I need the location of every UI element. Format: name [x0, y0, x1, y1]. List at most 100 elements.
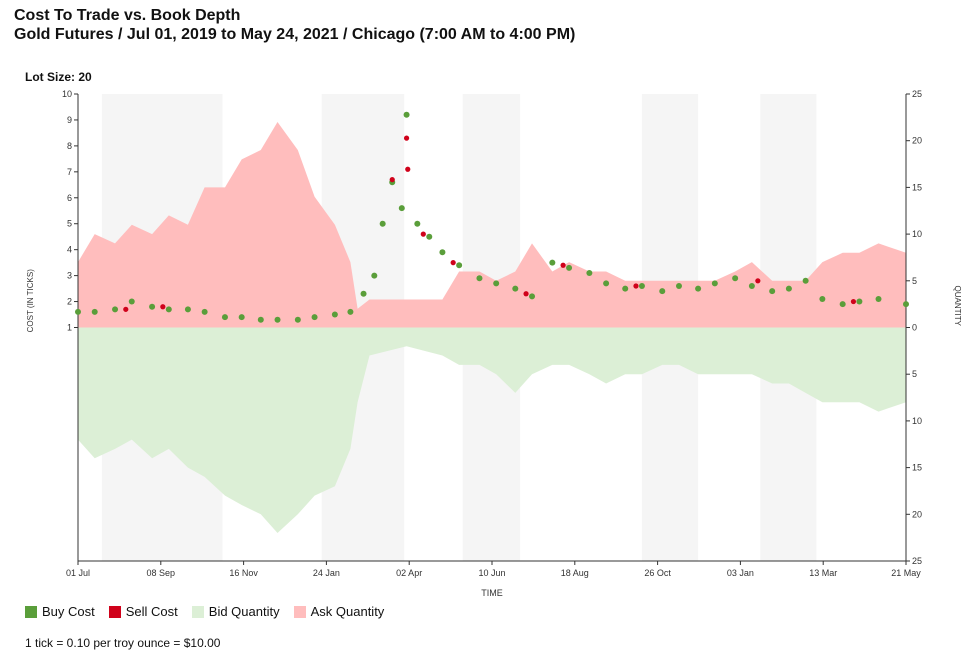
- buy-cost-point: [769, 288, 776, 295]
- sell-cost-point: [405, 166, 411, 172]
- buy-cost-point: [128, 298, 135, 305]
- buy-cost-point: [748, 282, 755, 289]
- right-axis-title: QUANTITY: [953, 286, 962, 327]
- buy-cost-point: [785, 285, 792, 292]
- buy-cost-point: [371, 272, 378, 279]
- x-tick-label: 24 Jan: [313, 568, 340, 578]
- left-tick-label: 7: [67, 167, 72, 177]
- sell-cost-point: [450, 260, 456, 266]
- buy-cost-point: [379, 220, 386, 227]
- buy-cost-point: [566, 264, 573, 271]
- buy-cost-point: [875, 295, 882, 302]
- sell-cost-point: [403, 135, 410, 141]
- buy-cost-point: [238, 314, 245, 321]
- buy-cost-point: [839, 301, 846, 308]
- buy-cost-point: [414, 220, 421, 227]
- buy-cost-point: [274, 316, 281, 323]
- legend-item-bid-quantity[interactable]: Bid Quantity: [191, 604, 280, 619]
- right-tick-label: 10: [912, 416, 922, 426]
- buy-cost-point: [711, 280, 718, 287]
- buy-cost-point: [294, 316, 301, 323]
- lot-size-label: Lot Size: 20: [25, 70, 92, 84]
- buy-cost-point: [360, 290, 367, 297]
- x-tick-label: 01 Jul: [66, 568, 90, 578]
- right-tick-label: 5: [912, 369, 917, 379]
- sell-cost-point: [633, 283, 639, 289]
- buy-cost-point: [91, 308, 98, 315]
- right-tick-label: 25: [912, 556, 922, 566]
- legend-item-ask-quantity[interactable]: Ask Quantity: [293, 604, 384, 619]
- buy-cost-point: [603, 280, 610, 287]
- right-tick-label: 5: [912, 276, 917, 286]
- legend-item-buy-cost[interactable]: Buy Cost: [25, 604, 95, 619]
- legend-swatch-bid-quantity: [191, 605, 204, 618]
- tick-value-footnote: 1 tick = 0.10 per troy ounce = $10.00: [25, 636, 221, 650]
- buy-cost-point: [331, 311, 338, 318]
- sell-cost-point: [160, 304, 166, 310]
- buy-cost-point: [476, 275, 483, 282]
- buy-cost-point: [675, 282, 682, 289]
- buy-cost-point: [257, 316, 264, 323]
- buy-cost-point: [201, 308, 208, 315]
- left-tick-label: 6: [67, 193, 72, 203]
- left-tick-label: 5: [67, 219, 72, 229]
- buy-cost-point: [856, 298, 863, 305]
- buy-cost-point: [456, 262, 463, 269]
- x-tick-label: 08 Sep: [147, 568, 176, 578]
- buy-cost-point: [311, 314, 318, 321]
- x-tick-label: 26 Oct: [644, 568, 671, 578]
- buy-cost-point: [903, 301, 909, 308]
- buy-cost-point: [512, 285, 519, 292]
- buy-cost-point: [426, 233, 433, 240]
- right-tick-label: 15: [912, 463, 922, 473]
- buy-cost-point: [149, 303, 156, 310]
- left-tick-label: 1: [67, 323, 72, 333]
- x-tick-label: 16 Nov: [229, 568, 258, 578]
- buy-cost-point: [75, 308, 81, 315]
- chart-legend: Buy Cost Sell Cost Bid Quantity Ask Quan…: [25, 604, 384, 619]
- sell-cost-point: [123, 306, 129, 312]
- right-tick-label: 0: [912, 323, 917, 333]
- buy-cost-point: [165, 306, 172, 313]
- buy-cost-point: [732, 275, 739, 282]
- buy-cost-point: [638, 282, 645, 289]
- sell-cost-point: [560, 262, 566, 268]
- legend-swatch-ask-quantity: [293, 605, 306, 618]
- buy-cost-point: [439, 249, 446, 256]
- sell-cost-point: [850, 298, 857, 305]
- sell-cost-point: [523, 291, 529, 297]
- bid-quantity-area: [78, 327, 906, 533]
- chart-title: Cost To Trade vs. Book Depth: [14, 7, 241, 24]
- buy-cost-point: [529, 293, 536, 300]
- cost-vs-depth-chart: 10 9 8 7 6 5 4 3 2 1 25 20 15 10 5 0 5 10 15 20 25 01 Jul 08 S…: [26, 89, 962, 598]
- chart-subtitle: Gold Futures / Jul 01, 2019 to May 24, 2…: [14, 26, 576, 43]
- buy-cost-point: [221, 314, 228, 321]
- buy-cost-point: [586, 270, 593, 277]
- left-tick-label: 4: [67, 245, 72, 255]
- x-tick-label: 03 Jan: [727, 568, 754, 578]
- right-tick-label: 15: [912, 182, 922, 192]
- left-tick-label: 2: [67, 297, 72, 307]
- x-axis-title: TIME: [481, 588, 503, 598]
- legend-label-sell-cost: Sell Cost: [125, 604, 178, 619]
- buy-cost-point: [549, 259, 556, 266]
- buy-cost-point: [403, 111, 410, 118]
- buy-cost-point: [184, 306, 191, 313]
- x-tick-label: 02 Apr: [396, 568, 422, 578]
- legend-swatch-sell-cost: [108, 605, 121, 618]
- buy-cost-point: [695, 285, 702, 292]
- sell-cost-point: [420, 231, 426, 237]
- buy-cost-point: [659, 288, 666, 295]
- legend-label-bid-quantity: Bid Quantity: [208, 604, 280, 619]
- ask-quantity-area: [78, 122, 906, 328]
- right-tick-label: 20: [912, 136, 922, 146]
- legend-item-sell-cost[interactable]: Sell Cost: [108, 604, 178, 619]
- left-tick-label: 9: [67, 115, 72, 125]
- buy-cost-point: [802, 277, 809, 284]
- x-tick-label: 10 Jun: [478, 568, 505, 578]
- buy-cost-point: [493, 280, 500, 287]
- legend-swatch-buy-cost: [25, 605, 37, 618]
- x-tick-label: 13 Mar: [809, 568, 837, 578]
- buy-cost-point: [347, 308, 354, 315]
- right-tick-label: 10: [912, 229, 922, 239]
